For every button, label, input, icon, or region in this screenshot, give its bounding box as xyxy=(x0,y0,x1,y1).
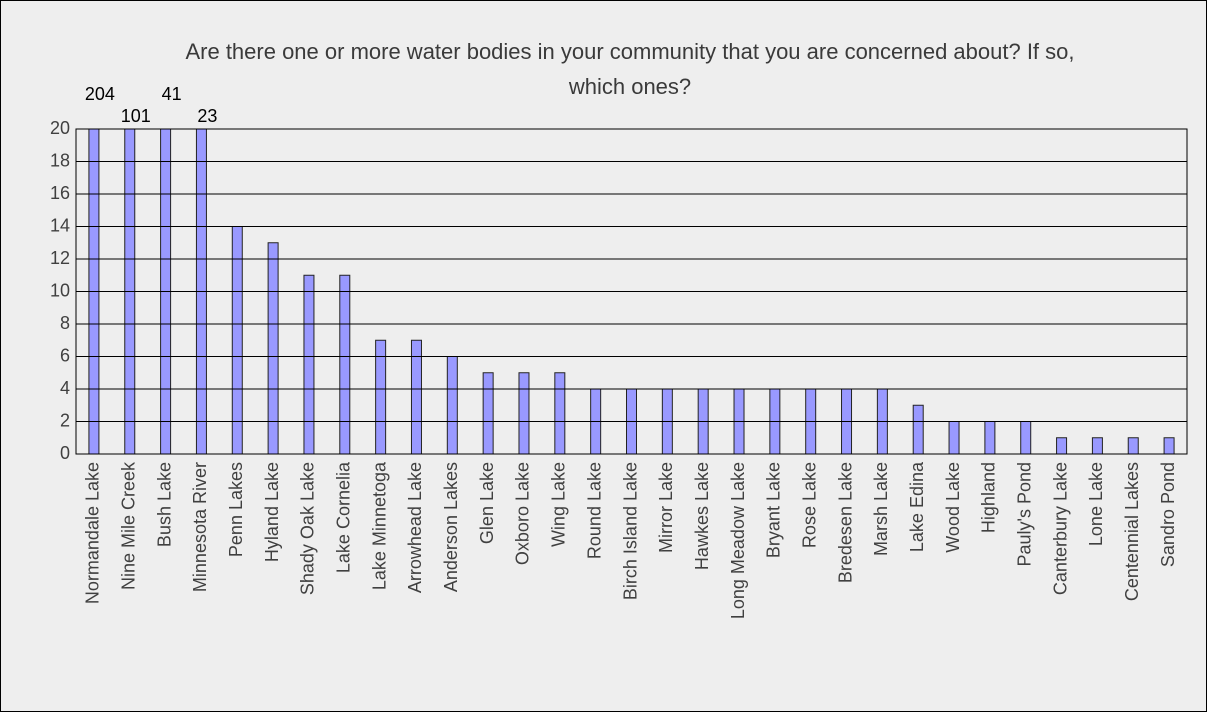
bar xyxy=(195,129,207,454)
x-tick-label: Bryant Lake xyxy=(764,462,784,558)
x-tick-label: Anderson Lakes xyxy=(441,462,461,592)
x-tick-label: Bush Lake xyxy=(154,462,174,547)
y-tick-label: 18 xyxy=(50,150,70,170)
x-tick-label: Centennial Lakes xyxy=(1122,462,1142,601)
bar xyxy=(948,421,960,454)
bar xyxy=(267,242,279,454)
x-tick-label: Pauly's Pond xyxy=(1014,462,1034,567)
y-tick-label: 14 xyxy=(50,215,70,235)
x-tick-label: Rose Lake xyxy=(799,462,819,548)
value-label: 41 xyxy=(162,84,182,104)
x-tick-label: Sandro Pond xyxy=(1158,462,1178,567)
y-tick-label: 4 xyxy=(60,378,70,398)
x-tick-label: Wing Lake xyxy=(549,462,569,547)
x-tick-label: Lone Lake xyxy=(1086,462,1106,546)
x-tick-label: Bredesen Lake xyxy=(835,462,855,583)
x-tick-label: Minnesota River xyxy=(190,462,210,592)
plot-border xyxy=(75,128,1188,455)
bar xyxy=(410,339,422,454)
x-tick-label: Lake Cornelia xyxy=(334,461,354,573)
bar xyxy=(339,274,351,454)
x-tick-label: Canterbury Lake xyxy=(1050,462,1070,595)
x-tick-label: Arrowhead Lake xyxy=(405,462,425,593)
bar xyxy=(984,421,996,454)
y-tick-label: 0 xyxy=(60,443,70,463)
x-tick-label: Round Lake xyxy=(584,462,604,559)
value-label: 204 xyxy=(85,84,115,104)
bar xyxy=(912,404,924,454)
bar xyxy=(231,226,243,454)
value-label: 23 xyxy=(197,106,217,126)
x-tick-label: Marsh Lake xyxy=(871,462,891,556)
bar xyxy=(1020,421,1032,454)
x-tick-label: Nine Mile Creek xyxy=(119,461,139,590)
x-tick-label: Lake Edina xyxy=(907,461,927,552)
bar xyxy=(446,356,458,454)
y-tick-label: 8 xyxy=(60,313,70,333)
bar xyxy=(1091,437,1103,454)
x-tick-label: Normandale Lake xyxy=(83,462,103,604)
y-tick-label: 6 xyxy=(60,345,70,365)
bar xyxy=(554,372,566,454)
x-tick-label: Glen Lake xyxy=(477,462,497,544)
x-tick-label: Shady Oak Lake xyxy=(298,462,318,595)
chart-title: Are there one or more water bodies in yo… xyxy=(185,39,1075,99)
bar xyxy=(1163,437,1175,454)
bar xyxy=(375,339,387,454)
x-tick-label: Lake Minnetoga xyxy=(369,461,389,590)
y-tick-label: 20 xyxy=(50,118,70,138)
bar xyxy=(518,372,530,454)
bar xyxy=(303,274,315,454)
y-tick-label: 16 xyxy=(50,183,70,203)
y-tick-label: 10 xyxy=(50,280,70,300)
x-tick-label: Hyland Lake xyxy=(262,462,282,562)
x-tick-label: Mirror Lake xyxy=(656,462,676,553)
x-tick-label: Hawkes Lake xyxy=(692,462,712,570)
x-tick-label: Long Meadow Lake xyxy=(728,462,748,619)
x-tick-label: Birch Island Lake xyxy=(620,462,640,600)
bar xyxy=(1056,437,1068,454)
x-tick-label: Penn Lakes xyxy=(226,462,246,557)
value-label: 101 xyxy=(121,106,151,126)
x-tick-label: Oxboro Lake xyxy=(513,462,533,565)
y-tick-label: 2 xyxy=(60,410,70,430)
x-tick-label: Highland xyxy=(979,462,999,533)
y-tick-label: 12 xyxy=(50,248,70,268)
bar xyxy=(482,372,494,454)
bar xyxy=(1127,437,1139,454)
x-tick-label: Wood Lake xyxy=(943,462,963,553)
